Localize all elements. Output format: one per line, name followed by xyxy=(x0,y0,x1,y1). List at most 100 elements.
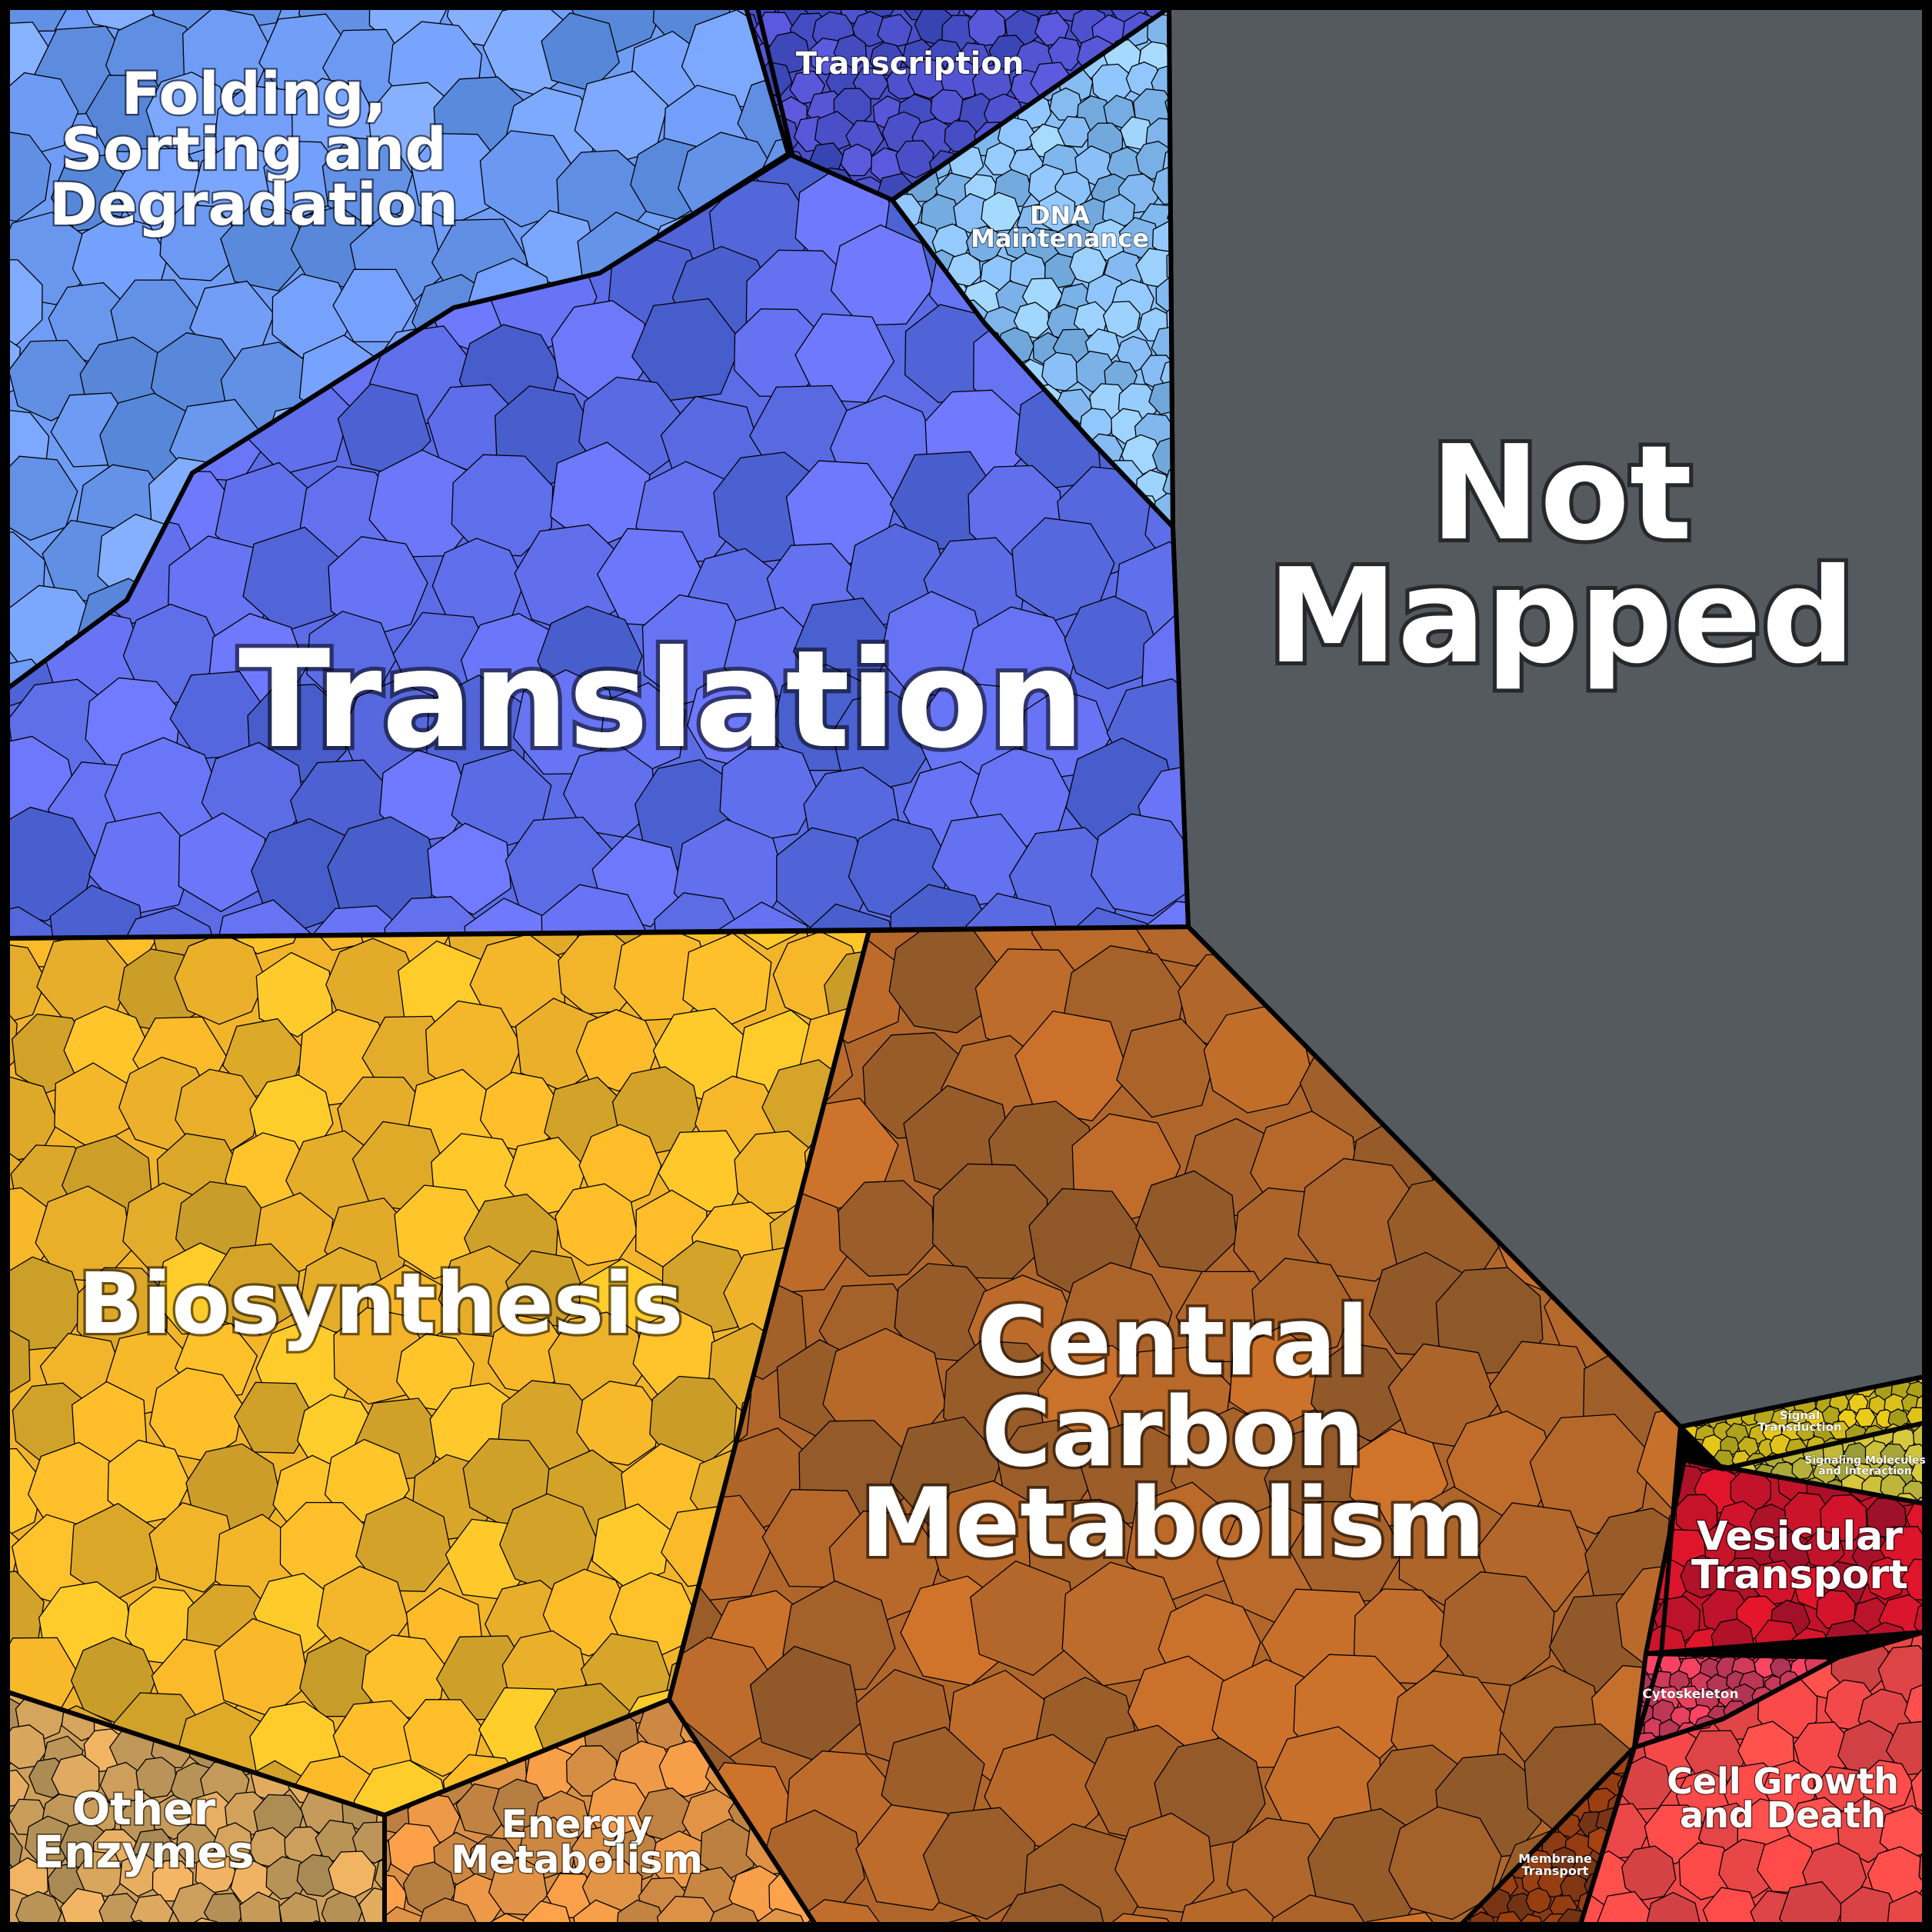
other-enzymes-label: Other Enzymes xyxy=(34,1783,255,1878)
vesicular-cell xyxy=(1752,1560,1800,1606)
notmapped-label-line: Not xyxy=(1431,418,1692,570)
central-cell xyxy=(1060,1261,1173,1374)
other-cell xyxy=(239,1891,281,1924)
notmapped-label-line: Mapped xyxy=(1267,541,1855,693)
transcription-cell xyxy=(869,42,904,77)
energy-cell xyxy=(522,1900,574,1924)
central-cell xyxy=(970,1560,1079,1676)
energy-cell xyxy=(488,1857,548,1916)
transcription-cell xyxy=(833,34,868,68)
folding-cell xyxy=(145,72,231,157)
membrane-region-border xyxy=(1459,1745,1637,1927)
dna-cell xyxy=(1044,252,1080,289)
energy-cell xyxy=(657,1895,720,1924)
other-cell xyxy=(8,1724,47,1770)
not-mapped-label: Not Mapped xyxy=(1267,418,1855,693)
biosynthesis-label-line: Biosynthesis xyxy=(78,1254,684,1353)
transcription-label-line: Transcription xyxy=(796,46,1024,82)
vesicular-cell xyxy=(1914,1597,1924,1642)
membrane-cell xyxy=(1467,1911,1497,1924)
translation-cell xyxy=(379,749,472,843)
biosynthesis-cell xyxy=(8,1321,31,1402)
translation-cell xyxy=(212,899,314,938)
other-cell xyxy=(328,1850,377,1899)
translation-cell xyxy=(1091,813,1188,917)
translation-cell xyxy=(1064,595,1158,690)
central-cell xyxy=(894,1263,993,1361)
cellgrowth-cell xyxy=(1778,1880,1844,1924)
central-cell xyxy=(838,1180,934,1277)
energy-cell xyxy=(492,1778,548,1834)
folding-cell xyxy=(159,204,237,281)
cellgrowth-cell xyxy=(1702,1887,1761,1924)
central-cell xyxy=(931,1163,1048,1280)
dna-cell xyxy=(1102,301,1141,338)
biosynthesis-cell xyxy=(208,1243,300,1335)
energy-cell xyxy=(416,1897,479,1924)
biosynthesis-label: Biosynthesis xyxy=(78,1254,684,1353)
other-label-line: Enzymes xyxy=(34,1826,255,1878)
other-cell xyxy=(15,1890,62,1924)
folding-cell xyxy=(8,129,52,222)
central-cell xyxy=(993,1884,1111,1924)
dna-cell xyxy=(1148,381,1173,415)
other-cell xyxy=(135,1757,178,1799)
category-labels: Folding, Sorting and Degradation Transcrip… xyxy=(32,45,1926,1884)
energy-cell xyxy=(699,1818,756,1881)
folding-label-line: Folding, xyxy=(122,59,387,128)
dna-cell xyxy=(1013,301,1050,339)
biosynthesis-cell xyxy=(555,1183,638,1266)
translation-cell xyxy=(384,896,483,938)
central-label-line: Central xyxy=(977,1287,1369,1397)
cellgrowth-cell xyxy=(1886,1890,1924,1924)
dna-cell xyxy=(1166,244,1173,288)
dna-cell xyxy=(1164,87,1173,128)
signaling-cell xyxy=(1791,1457,1814,1481)
signal-label-line: Signal xyxy=(1780,1409,1820,1423)
cellgrowth-cell xyxy=(1885,1720,1924,1776)
transcription-cell xyxy=(768,31,811,75)
membrane-label-line: Transport xyxy=(1522,1864,1589,1878)
central-carbon-metabolism-label: Central Carbon Metabolism xyxy=(861,1287,1485,1579)
folding-cell xyxy=(8,455,78,541)
vesicular-transport-label: Vesicular Transport xyxy=(1691,1514,1908,1598)
signal-label-line: Transduction xyxy=(1757,1421,1841,1434)
cell-growth-label: Cell Growth and Death xyxy=(1667,1760,1899,1836)
energy-cell xyxy=(481,1913,535,1924)
energy-metabolism-label: Energy Metabolism xyxy=(451,1802,703,1882)
other-cell xyxy=(212,1822,253,1863)
biosynthesis-cell xyxy=(355,1496,453,1592)
membrane-cell xyxy=(1525,1887,1552,1914)
translation-cell xyxy=(541,884,651,938)
dna-maintenance-label: DNA Maintenance xyxy=(971,201,1149,253)
translation-cell xyxy=(368,449,479,558)
translation-cell xyxy=(718,901,811,938)
signal-transduction-label: Signal Transduction xyxy=(1757,1409,1841,1434)
category-regions xyxy=(5,5,1927,1927)
dna-cell xyxy=(1069,246,1108,284)
biosynthesis-cell xyxy=(174,932,267,1025)
folding-cell xyxy=(8,325,22,407)
folding-cell xyxy=(220,205,309,291)
dna-label-line: DNA xyxy=(1030,201,1090,230)
energy-cell xyxy=(615,1899,668,1924)
cellgrowth-label-line: Cell Growth xyxy=(1667,1760,1899,1802)
biosynthesis-cells xyxy=(8,931,869,1815)
folding-cell xyxy=(8,258,43,345)
central-cell xyxy=(911,1914,1011,1924)
other-label-line: Other xyxy=(72,1783,216,1835)
cellgrowth-cell xyxy=(1910,1761,1924,1820)
translation-cell xyxy=(427,822,511,915)
translation-cell xyxy=(116,907,222,938)
other-cell xyxy=(374,1852,385,1896)
transcription-cell xyxy=(851,11,888,48)
energy-region-border xyxy=(382,1697,818,1927)
signaling-label-line: Signaling Molecules xyxy=(1804,1454,1926,1467)
folding-label-line: Degradation xyxy=(49,170,458,238)
vesicular-cell xyxy=(1646,1624,1688,1654)
central-cell xyxy=(1168,1888,1291,1924)
other-cell xyxy=(183,1917,226,1924)
cytoskeleton-label-line: Cytoskeleton xyxy=(1642,1687,1738,1702)
